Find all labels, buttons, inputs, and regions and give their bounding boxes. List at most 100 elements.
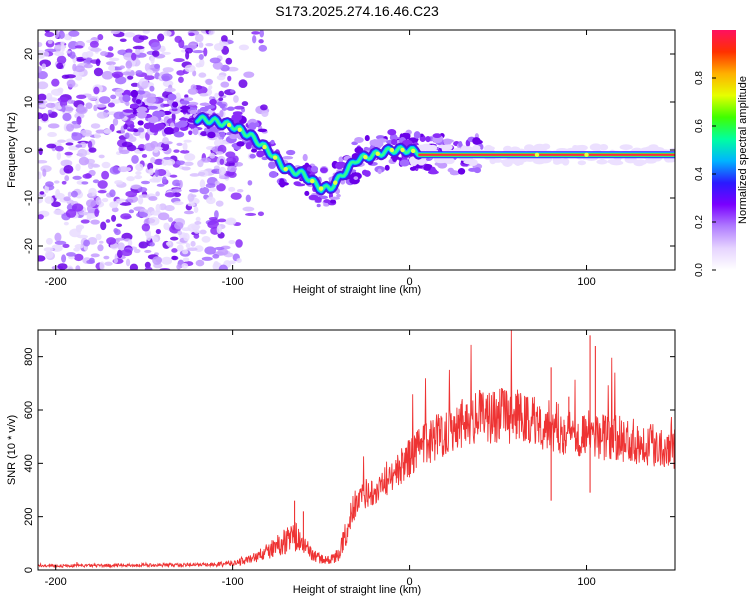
noise-blob (96, 111, 109, 119)
ridge-halo-blob (136, 111, 148, 119)
noise-blob (173, 149, 180, 153)
noise-blob (38, 147, 43, 156)
noise-blob (149, 242, 155, 247)
haze-blob (607, 159, 617, 164)
noise-blob (51, 201, 61, 208)
ridge-halo-blob (167, 93, 177, 101)
noise-blob (154, 63, 161, 69)
noise-blob (95, 233, 102, 241)
ridge-halo-blob (353, 176, 359, 180)
ridge-halo-blob (143, 122, 152, 130)
ridge-peak (226, 122, 232, 128)
noise-blob (119, 202, 132, 206)
ridge-halo-blob (229, 133, 238, 140)
noise-blob (195, 86, 208, 95)
noise-blob (201, 235, 211, 243)
noise-blob (228, 186, 236, 192)
noise-blob (192, 50, 204, 54)
noise-blob (135, 163, 144, 172)
noise-blob (111, 99, 121, 104)
noise-blob (146, 69, 154, 76)
noise-blob (42, 168, 47, 177)
noise-blob (258, 39, 264, 44)
noise-blob (141, 223, 151, 232)
noise-blob (100, 51, 108, 57)
noise-blob (174, 221, 184, 230)
noise-blob (90, 253, 100, 258)
ridge-halo-blob (472, 137, 481, 145)
noise-blob (148, 168, 154, 176)
ridge-halo-blob (468, 167, 477, 172)
noise-blob (218, 264, 228, 270)
noise-blob (67, 191, 72, 198)
noise-blob (87, 192, 93, 197)
noise-blob (128, 209, 135, 214)
ridge-halo-blob (180, 105, 191, 111)
noise-blob (260, 104, 268, 111)
noise-blob (150, 55, 155, 65)
noise-blob (98, 154, 105, 159)
noise-blob (54, 51, 65, 57)
noise-blob (94, 208, 100, 217)
noise-blob (152, 256, 162, 265)
noise-blob (137, 127, 145, 133)
noise-blob (184, 47, 193, 54)
noise-blob (65, 142, 74, 146)
noise-blob (187, 247, 198, 251)
colorbar-tick-label: 0.2 (694, 215, 705, 229)
noise-blob (230, 192, 242, 200)
noise-blob (212, 61, 223, 70)
ridge-halo-blob (364, 135, 370, 142)
noise-blob (69, 51, 76, 59)
noise-blob (137, 186, 148, 193)
noise-blob (38, 159, 48, 164)
ridge-halo-blob (377, 168, 382, 175)
noise-blob (74, 112, 85, 119)
noise-blob (159, 267, 171, 270)
noise-blob (98, 96, 111, 104)
haze-blob (489, 157, 496, 165)
x-tick-label: -100 (222, 576, 244, 588)
noise-blob (74, 75, 83, 81)
figure-title: S173.2025.274.16.46.C23 (275, 3, 439, 19)
noise-blob (43, 247, 54, 252)
noise-blob (149, 178, 160, 183)
ridge-halo-blob (122, 94, 131, 103)
ridge-halo-blob (279, 178, 285, 185)
ridge-halo-blob (172, 101, 179, 108)
noise-blob (44, 250, 54, 259)
noise-blob (217, 218, 227, 223)
noise-blob (135, 48, 141, 55)
noise-blob (194, 221, 202, 225)
ridge-halo-blob (132, 108, 137, 115)
ridge-halo-blob (147, 105, 158, 110)
ridge-peak (389, 147, 395, 153)
noise-blob (109, 64, 115, 74)
noise-blob (193, 233, 200, 239)
noise-blob (164, 192, 176, 198)
noise-blob (175, 182, 181, 187)
noise-blob (217, 248, 229, 256)
noise-blob (86, 259, 95, 265)
noise-blob (111, 214, 117, 222)
noise-blob (195, 216, 201, 222)
noise-blob (110, 30, 120, 35)
ridge-peak (584, 152, 589, 157)
noise-blob (63, 196, 71, 202)
ridge-halo-blob (219, 131, 226, 138)
noise-blob (205, 78, 214, 85)
ridge-halo-blob (236, 141, 245, 147)
noise-blob (147, 216, 160, 226)
noise-blob (125, 190, 138, 198)
ridge-halo-blob (323, 199, 331, 203)
ridge-halo-blob (392, 156, 398, 163)
noise-blob (161, 75, 170, 82)
noise-blob (88, 147, 97, 153)
noise-blob (187, 101, 199, 106)
noise-blob (198, 53, 204, 60)
noise-blob (99, 261, 105, 270)
noise-blob (218, 90, 225, 97)
snr-plot-area (38, 330, 675, 570)
noise-blob (242, 206, 255, 212)
